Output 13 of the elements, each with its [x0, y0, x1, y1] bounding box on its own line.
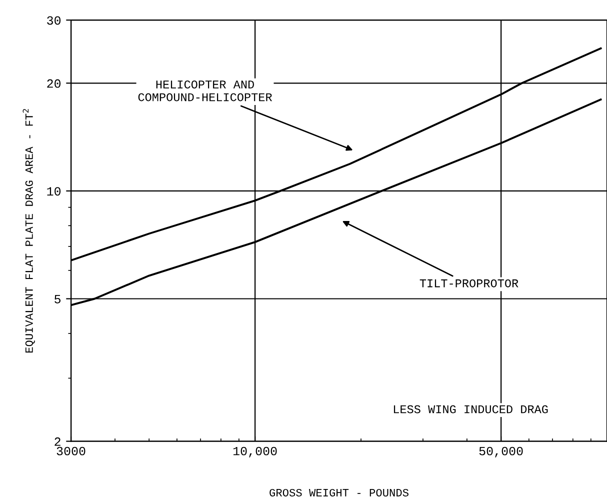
- y-tick-label: 2: [54, 437, 60, 446]
- annotation: HELICOPTER AND COMPOUND-HELICOPTER: [138, 80, 272, 102]
- x-tick-label: 3000: [56, 446, 86, 456]
- annotation: TILT-PROPROTOR: [420, 279, 518, 288]
- x-tick-label: 10,000: [233, 446, 277, 458]
- y-tick-label: 30: [47, 16, 61, 25]
- x-axis-title: GROSS WEIGHT - POUNDS: [270, 488, 408, 496]
- y-axis-title: EQUIVALENT FLAT PLATE DRAG AREA - FT$^{2}$: [22, 109, 35, 353]
- x-tick-label: 50,000: [479, 446, 523, 458]
- y-tick-label: 5: [54, 295, 60, 304]
- y-tick-label: 20: [47, 79, 61, 88]
- y-tick-label: 10: [47, 187, 61, 196]
- annotation: LESS WING INDUCED DRAG: [394, 405, 548, 414]
